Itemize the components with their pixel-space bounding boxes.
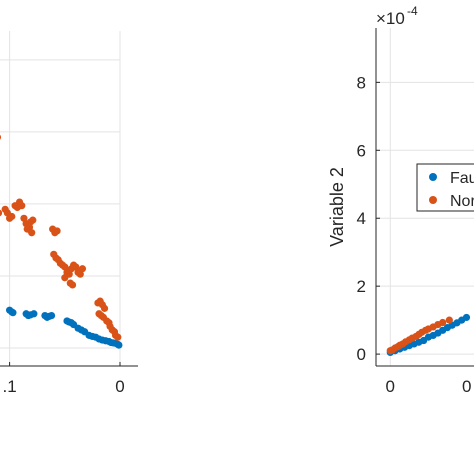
- left-point-normal: [78, 265, 87, 273]
- left-scatter-points: [0, 134, 123, 349]
- left-point-faulty: [30, 310, 38, 318]
- right-x-tick-label: 0: [386, 377, 395, 396]
- left-point-normal: [61, 274, 69, 282]
- right-y-tick-label: 0: [357, 345, 366, 364]
- legend-marker-normal: [429, 196, 437, 204]
- right-scatter-points: [386, 313, 471, 357]
- left-point-normal: [0, 209, 3, 217]
- left-point-normal: [114, 333, 122, 341]
- right-y-axis-label: Variable 2: [327, 167, 347, 247]
- left-point-faulty: [47, 311, 56, 320]
- legend-label-faulty: Fau: [450, 170, 474, 187]
- left-point-normal: [28, 229, 36, 237]
- left-point-normal: [20, 214, 28, 222]
- right-point-normal: [439, 318, 447, 327]
- exponent-base: ×10: [376, 9, 405, 28]
- left-point-normal: [53, 227, 61, 235]
- left-point-normal: [18, 202, 26, 210]
- legend-label-normal: Nor: [450, 193, 474, 210]
- right-axes: [375, 28, 474, 367]
- right-y-tick-label: 2: [357, 277, 366, 296]
- legend: Fau Nor: [416, 163, 474, 212]
- right-point-faulty: [462, 313, 471, 322]
- left-point-normal: [68, 281, 77, 289]
- left-axes: [0, 362, 138, 367]
- right-x-tick-label-partial: 0: [462, 377, 471, 396]
- right-tick-labels: 0 2 4 6 8 0 0: [357, 73, 472, 396]
- left-subplot: .1 0: [0, 31, 138, 396]
- left-point-normal: [72, 263, 80, 271]
- left-point-normal: [8, 212, 16, 221]
- legend-box: [416, 163, 474, 212]
- right-point-normal: [445, 316, 453, 324]
- exponent-power: -4: [407, 4, 418, 18]
- right-exponent-label: ×10 -4: [376, 4, 418, 28]
- legend-marker-faulty: [429, 173, 437, 181]
- left-point-normal: [25, 223, 34, 231]
- left-x-tick-label: .1: [3, 377, 17, 396]
- left-point-normal: [29, 216, 37, 224]
- left-point-normal: [76, 270, 84, 278]
- left-tick-labels: .1 0: [3, 377, 125, 396]
- right-y-tick-label: 8: [357, 73, 366, 92]
- right-subplot: 0 2 4 6 8 0 0 Variable 2 ×10 -4 Fau Nor: [327, 4, 474, 396]
- right-y-tick-label: 4: [357, 209, 366, 228]
- left-point-faulty: [9, 309, 17, 317]
- left-point-normal: [0, 134, 2, 140]
- left-point-normal: [100, 304, 109, 312]
- left-x-tick-label: 0: [115, 377, 124, 396]
- left-point-faulty: [115, 341, 123, 349]
- right-y-tick-label: 6: [357, 141, 366, 160]
